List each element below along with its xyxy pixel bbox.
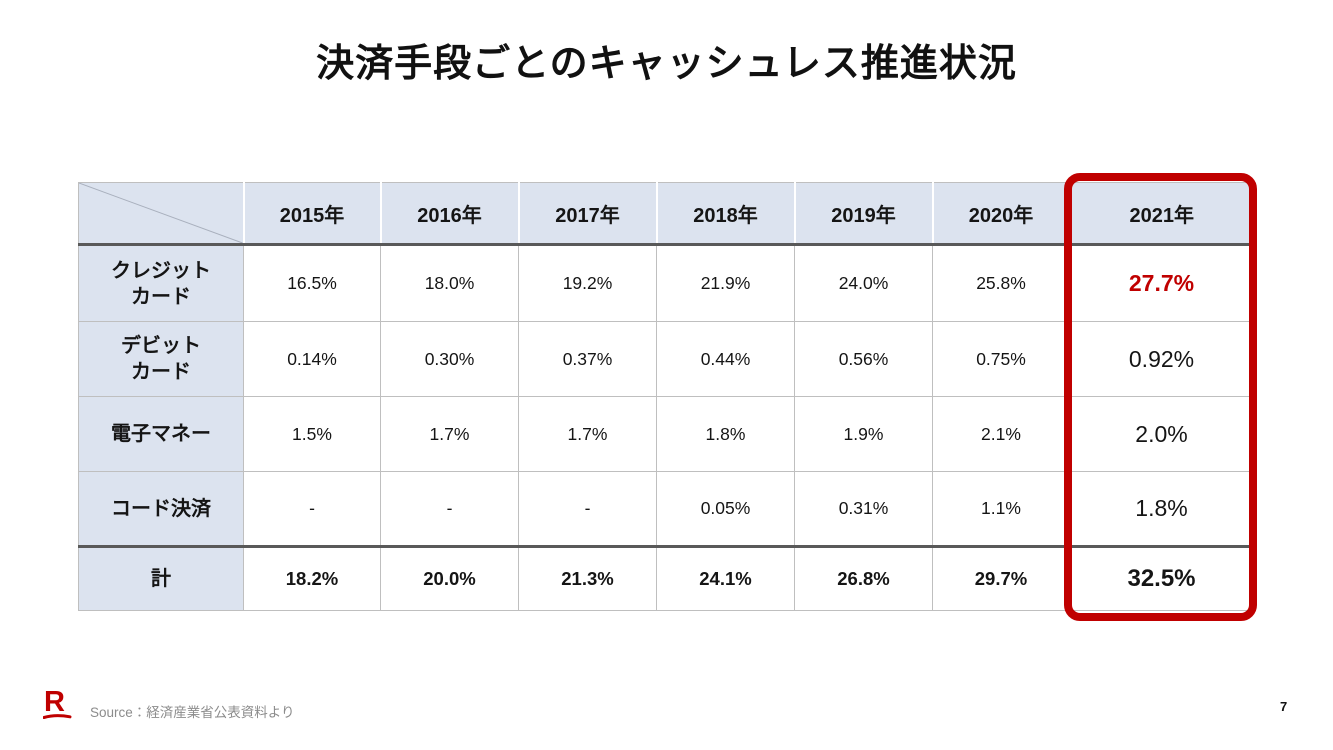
col-header-2015: 2015年 (242, 182, 382, 246)
table-cell: - (243, 471, 381, 547)
table-cell-highlighted: 32.5% (1069, 545, 1254, 611)
col-header-2018: 2018年 (655, 182, 796, 246)
table-row-code-payment: コード決済 - - - 0.05% 0.31% 1.1% 1.8% (78, 471, 1254, 547)
col-header-2020: 2020年 (931, 182, 1071, 246)
table-cell-highlighted: 27.7% (1069, 244, 1254, 322)
table-cell: 1.9% (794, 396, 933, 472)
table-row-debit-card: デビット カード 0.14% 0.30% 0.37% 0.44% 0.56% 0… (78, 321, 1254, 397)
row-label: デビット カード (78, 321, 244, 397)
row-label: コード決済 (78, 471, 244, 547)
col-header-2017: 2017年 (517, 182, 658, 246)
table-cell: - (518, 471, 657, 547)
table-cell: 0.37% (518, 321, 657, 397)
table-cell: 1.5% (243, 396, 381, 472)
table-cell: 0.56% (794, 321, 933, 397)
table-cell: 2.1% (932, 396, 1070, 472)
page-number: 7 (1280, 699, 1288, 714)
table-cell: 0.44% (656, 321, 795, 397)
table-cell: 29.7% (932, 545, 1070, 611)
row-label: クレジット カード (78, 244, 244, 322)
diagonal-line (79, 183, 243, 243)
svg-text:R: R (44, 686, 65, 718)
table-row-e-money: 電子マネー 1.5% 1.7% 1.7% 1.8% 1.9% 2.1% 2.0% (78, 396, 1254, 472)
cashless-table: 2015年 2016年 2017年 2018年 2019年 2020年 2021… (78, 182, 1254, 611)
table-cell: 1.1% (932, 471, 1070, 547)
row-label: 計 (78, 545, 244, 611)
table-cell: 24.1% (656, 545, 795, 611)
table-cell-highlighted: 1.8% (1069, 471, 1254, 547)
table-cell: 18.0% (380, 244, 519, 322)
table-cell: 0.30% (380, 321, 519, 397)
table-cell: 18.2% (243, 545, 381, 611)
table-row-total: 計 18.2% 20.0% 21.3% 24.1% 26.8% 29.7% 32… (78, 545, 1254, 611)
table-cell: 1.7% (518, 396, 657, 472)
table-cell: 19.2% (518, 244, 657, 322)
table-cell: 26.8% (794, 545, 933, 611)
col-header-2021: 2021年 (1068, 182, 1254, 246)
header-row: 2015年 2016年 2017年 2018年 2019年 2020年 2021… (78, 182, 1254, 246)
table-cell: 21.9% (656, 244, 795, 322)
table-cell: 21.3% (518, 545, 657, 611)
table-cell: 0.14% (243, 321, 381, 397)
rakuten-r-logo: R (43, 686, 72, 719)
table-cell: 0.75% (932, 321, 1070, 397)
table-cell: 0.31% (794, 471, 933, 547)
source-text: Source：経済産業省公表資料より (90, 705, 295, 720)
row-label: 電子マネー (78, 396, 244, 472)
table-corner-cell (78, 182, 245, 246)
table-cell: 24.0% (794, 244, 933, 322)
table-cell: 0.05% (656, 471, 795, 547)
table-cell: 1.8% (656, 396, 795, 472)
table-container: 2015年 2016年 2017年 2018年 2019年 2020年 2021… (78, 173, 1257, 621)
table-cell: 25.8% (932, 244, 1070, 322)
table-cell: 16.5% (243, 244, 381, 322)
table-row-credit-card: クレジット カード 16.5% 18.0% 19.2% 21.9% 24.0% … (78, 244, 1254, 322)
table-cell: - (380, 471, 519, 547)
col-header-2019: 2019年 (793, 182, 934, 246)
table-cell: 20.0% (380, 545, 519, 611)
table-cell-highlighted: 0.92% (1069, 321, 1254, 397)
slide-title: 決済手段ごとのキャッシュレス推進状況 (316, 43, 1017, 85)
table-cell-highlighted: 2.0% (1069, 396, 1254, 472)
col-header-2016: 2016年 (379, 182, 520, 246)
table-cell: 1.7% (380, 396, 519, 472)
